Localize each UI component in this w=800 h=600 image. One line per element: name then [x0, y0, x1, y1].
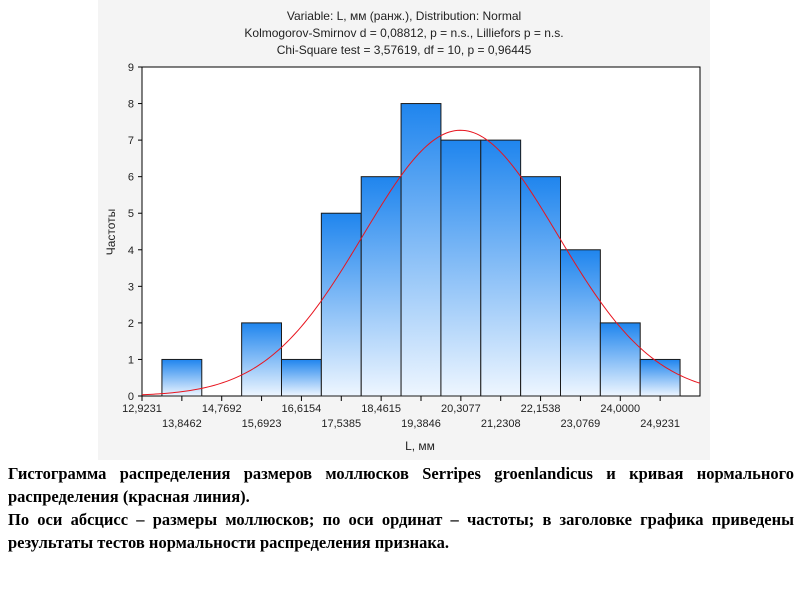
- y-tick-label: 3: [128, 281, 134, 293]
- normal-curve: [141, 129, 701, 396]
- y-tick-label: 6: [128, 172, 134, 184]
- histogram-bar: [440, 139, 482, 397]
- x-tick-label: 14,7692: [202, 403, 242, 415]
- x-tick-label: 19,3846: [401, 418, 441, 430]
- histogram-bar: [241, 322, 282, 397]
- x-axis: 12,9231 14,7692 16,6154 18,4615 20,3077 22,15…: [122, 396, 680, 430]
- x-tick-label: 20,3077: [441, 403, 481, 415]
- y-tick-label: 7: [128, 135, 134, 147]
- x-tick-label: 17,5385: [321, 418, 361, 430]
- x-tick-label: 21,2308: [481, 418, 521, 430]
- histogram-bar: [360, 176, 402, 397]
- y-tick-label: 5: [128, 208, 134, 220]
- y-tick-label: 0: [128, 391, 134, 403]
- y-axis-label: Частоты: [104, 209, 118, 256]
- x-tick-label: 16,6154: [282, 403, 322, 415]
- chart-panel: Variable: L, мм (ранж.), Distribution: N…: [98, 0, 710, 460]
- histogram-bar: [161, 358, 203, 397]
- figure-caption: Гистограмма распределения размеров моллю…: [8, 462, 794, 554]
- x-tick-label: 24,0000: [600, 403, 640, 415]
- histogram-bar: [599, 322, 641, 397]
- chart-title-line-3: Chi-Square test = 3,57619, df = 10, p = …: [277, 43, 532, 57]
- y-tick-label: 1: [128, 354, 134, 366]
- x-tick-label: 18,4615: [361, 403, 401, 415]
- y-axis: 0 1 2 3 4 5 6 7 8 9: [128, 62, 142, 403]
- histogram-bar: [480, 139, 522, 397]
- y-tick-label: 2: [128, 318, 134, 330]
- caption-line-1: Гистограмма распределения размеров моллю…: [8, 464, 794, 506]
- chart-title: Variable: L, мм (ранж.), Distribution: N…: [244, 9, 563, 57]
- x-tick-label: 13,8462: [162, 418, 202, 430]
- y-tick-label: 9: [128, 62, 134, 74]
- x-tick-label: 22,1538: [521, 403, 561, 415]
- histogram-bar: [520, 176, 561, 397]
- histogram-bar: [400, 103, 442, 397]
- histogram-bars: [161, 103, 681, 397]
- caption-line-2: По оси абсцисс – размеры моллюсков; по о…: [8, 510, 794, 552]
- y-tick-label: 4: [128, 245, 134, 257]
- histogram-bar: [320, 212, 362, 397]
- histogram-chart: Variable: L, мм (ранж.), Distribution: N…: [104, 9, 701, 453]
- x-tick-label: 24,9231: [640, 418, 680, 430]
- histogram-bar: [280, 358, 322, 397]
- x-tick-label: 15,6923: [242, 418, 282, 430]
- x-tick-label: 23,0769: [561, 418, 601, 430]
- chart-title-line-1: Variable: L, мм (ранж.), Distribution: N…: [287, 9, 521, 23]
- chart-title-line-2: Kolmogorov-Smirnov d = 0,08812, p = n.s.…: [244, 26, 563, 40]
- x-tick-label: 12,9231: [122, 403, 162, 415]
- y-tick-label: 8: [128, 99, 134, 111]
- histogram-bar: [639, 358, 681, 397]
- x-axis-label: L, мм: [405, 439, 435, 453]
